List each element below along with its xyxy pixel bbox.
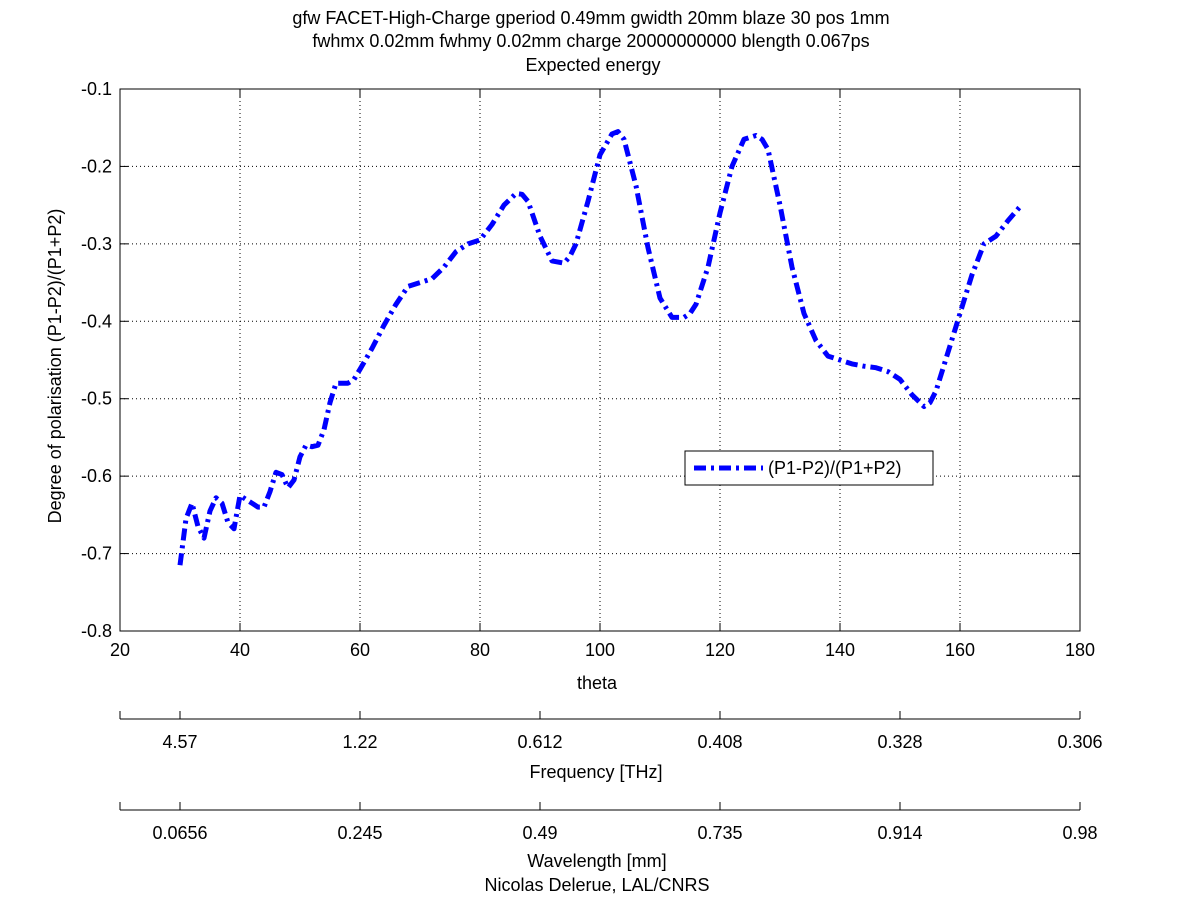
- chart-title-line-1: gfw FACET-High-Charge gperiod 0.49mm gwi…: [292, 8, 889, 28]
- footer-credit: Nicolas Delerue, LAL/CNRS: [484, 875, 709, 895]
- frequency-tick-label: 0.612: [517, 732, 562, 752]
- y-tick-label: -0.5: [81, 389, 112, 409]
- y-tick-label: -0.7: [81, 544, 112, 564]
- frequency-tick-label: 1.22: [342, 732, 377, 752]
- y-tick-label: -0.8: [81, 621, 112, 641]
- x-tick-label: 60: [350, 640, 370, 660]
- x-tick-label: 160: [945, 640, 975, 660]
- y-tick-labels: -0.8 -0.7 -0.6 -0.5 -0.4 -0.3 -0.2 -0.1: [81, 79, 112, 641]
- plot-area: [120, 89, 1080, 631]
- x-tick-label: 80: [470, 640, 490, 660]
- legend-label: (P1-P2)/(P1+P2): [768, 458, 902, 478]
- chart-title-line-3: Expected energy: [525, 55, 660, 75]
- y-axis-label: Degree of polarisation (P1-P2)/(P1+P2): [45, 209, 65, 524]
- y-tick-label: -0.3: [81, 234, 112, 254]
- frequency-axis-ticks: 4.57 1.22 0.612 0.408 0.328 0.306: [119, 711, 1103, 752]
- wavelength-tick-label: 0.245: [337, 823, 382, 843]
- y-tick-label: -0.6: [81, 466, 112, 486]
- axis-ticks: [119, 88, 1081, 632]
- frequency-axis: 4.57 1.22 0.612 0.408 0.328 0.306 Frequency […: [119, 711, 1103, 782]
- wavelength-tick-label: 0.0656: [152, 823, 207, 843]
- wavelength-axis-label: Wavelength [mm]: [527, 851, 666, 871]
- y-tick-label: -0.2: [81, 156, 112, 176]
- grid: [120, 89, 1080, 631]
- x-tick-labels: 20 40 60 80 100 120 140 160 180: [110, 640, 1095, 660]
- x-tick-label: 180: [1065, 640, 1095, 660]
- x-tick-label: 120: [705, 640, 735, 660]
- wavelength-tick-label: 0.49: [522, 823, 557, 843]
- legend: (P1-P2)/(P1+P2): [684, 450, 934, 486]
- chart-title-line-2: fwhmx 0.02mm fwhmy 0.02mm charge 2000000…: [312, 31, 869, 51]
- x-tick-label: 40: [230, 640, 250, 660]
- x-tick-label: 100: [585, 640, 615, 660]
- frequency-tick-label: 0.306: [1057, 732, 1102, 752]
- x-axis-label: theta: [577, 673, 618, 693]
- frequency-axis-label: Frequency [THz]: [529, 762, 662, 782]
- wavelength-tick-label: 0.914: [877, 823, 922, 843]
- x-tick-label: 140: [825, 640, 855, 660]
- y-tick-label: -0.1: [81, 79, 112, 99]
- y-tick-label: -0.4: [81, 311, 112, 331]
- wavelength-axis-ticks: 0.0656 0.245 0.49 0.735 0.914 0.98: [119, 802, 1098, 843]
- wavelength-tick-label: 0.735: [697, 823, 742, 843]
- x-tick-label: 20: [110, 640, 130, 660]
- wavelength-tick-label: 0.98: [1062, 823, 1097, 843]
- series-line-polarisation: [177, 129, 1022, 566]
- frequency-tick-label: 0.408: [697, 732, 742, 752]
- wavelength-axis: 0.0656 0.245 0.49 0.735 0.914 0.98 Wavelength…: [119, 802, 1098, 871]
- frequency-tick-label: 0.328: [877, 732, 922, 752]
- frequency-tick-label: 4.57: [162, 732, 197, 752]
